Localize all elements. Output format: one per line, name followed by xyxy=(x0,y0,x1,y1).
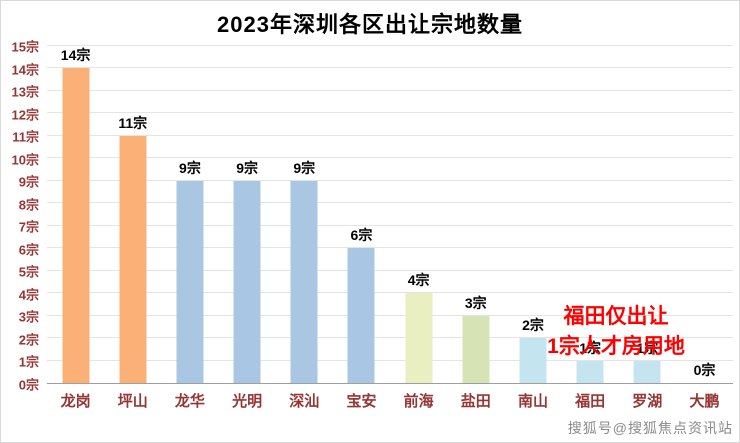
y-tick-label: 15宗 xyxy=(11,39,39,55)
y-axis: 0宗 1宗 2宗 3宗 4宗 5宗 6宗 7宗 8宗 9宗 10宗 11宗 12宗 13宗 14宗 15宗 xyxy=(1,40,43,393)
bar-福田 xyxy=(576,360,604,383)
y-tick-label: 8宗 xyxy=(18,197,39,213)
bars-container: 14宗 龙岗 11宗 坪山 9宗 龙华 9宗 光明 9宗 深汕 6宗 宝安 4宗 前海 3宗 盐田 2宗 南山 1宗… xyxy=(47,46,733,410)
chart-title: 2023年深圳各区出让宗地数量 xyxy=(217,12,523,37)
bar-slot-龙岗: 14宗龙岗 xyxy=(47,46,104,410)
category-label-盐田: 盐田 xyxy=(460,393,491,410)
category-label-龙华: 龙华 xyxy=(174,393,205,410)
y-tick-label: 6宗 xyxy=(18,242,39,258)
annotation-line2: 1宗人才房用地 xyxy=(547,335,685,359)
gridline xyxy=(47,67,733,69)
bar-宝安 xyxy=(347,248,375,383)
data-label-大鹏: 0宗 xyxy=(693,362,716,378)
annotation-line1: 福田仅出让 xyxy=(563,305,669,328)
category-label-南山: 南山 xyxy=(517,393,548,410)
bar-slot-光明: 9宗光明 xyxy=(219,46,276,410)
gridline xyxy=(47,112,733,114)
data-label-深汕: 9宗 xyxy=(293,159,316,176)
data-label-光明: 9宗 xyxy=(236,159,258,176)
bar-slot-南山: 2宗南山 xyxy=(504,46,561,410)
bar-龙岗 xyxy=(62,68,90,383)
gridline xyxy=(47,45,733,46)
category-label-龙岗: 龙岗 xyxy=(60,393,91,410)
y-tick-label: 7宗 xyxy=(18,219,39,235)
gridline xyxy=(47,157,733,159)
gridline xyxy=(47,292,733,294)
data-label-盐田: 3宗 xyxy=(464,294,487,311)
data-label-龙华: 9宗 xyxy=(179,159,201,176)
data-label-龙岗: 14宗 xyxy=(60,47,91,64)
y-tick-label: 5宗 xyxy=(18,264,39,280)
data-label-前海: 4宗 xyxy=(407,272,430,289)
bar-slot-龙华: 9宗龙华 xyxy=(161,46,218,410)
y-tick-label: 9宗 xyxy=(18,174,39,190)
gridline xyxy=(47,269,733,271)
bar-slot-宝安: 6宗宝安 xyxy=(333,46,390,410)
data-label-宝安: 6宗 xyxy=(350,227,373,244)
category-label-福田: 福田 xyxy=(575,393,606,410)
bar-slot-大鹏: 0宗大鹏 xyxy=(676,46,733,410)
y-tick-label: 11宗 xyxy=(12,129,39,145)
gridline xyxy=(47,202,733,204)
y-tick-label: 3宗 xyxy=(18,309,39,325)
y-tick-label: 13宗 xyxy=(11,84,39,100)
bar-深汕 xyxy=(290,180,318,383)
bar-罗湖 xyxy=(633,360,661,383)
category-label-大鹏: 大鹏 xyxy=(689,393,720,410)
y-tick-label: 1宗 xyxy=(18,354,39,370)
category-label-前海: 前海 xyxy=(403,393,434,410)
category-label-罗湖: 罗湖 xyxy=(632,393,663,410)
bar-坪山 xyxy=(119,135,147,383)
y-tick-label: 0宗 xyxy=(18,377,39,393)
bar-slot-深汕: 9宗深汕 xyxy=(276,46,333,410)
category-label-宝安: 宝安 xyxy=(346,393,377,410)
bar-盐田 xyxy=(462,315,490,383)
annotation-futian: 福田仅出让 1宗人才房用地 xyxy=(511,302,721,363)
data-label-福田: 1宗 xyxy=(579,339,602,356)
bar-南山 xyxy=(519,338,547,383)
gridline xyxy=(47,224,733,226)
bar-slot-前海: 4宗前海 xyxy=(390,46,447,410)
category-label-坪山: 坪山 xyxy=(117,393,148,410)
data-label-坪山: 11宗 xyxy=(118,114,148,131)
gridline xyxy=(47,89,733,91)
category-label-深汕: 深汕 xyxy=(289,393,320,410)
gridline xyxy=(47,179,733,181)
gridline xyxy=(47,359,733,361)
y-tick-label: 2宗 xyxy=(18,332,39,348)
bar-前海 xyxy=(405,293,433,383)
data-label-罗湖: 1宗 xyxy=(636,339,659,356)
y-tick-label: 10宗 xyxy=(11,152,39,168)
plot-area: 14宗 龙岗 11宗 坪山 9宗 龙华 9宗 光明 9宗 深汕 6宗 宝安 4宗 前海 3宗 盐田 2宗 南山 1宗… xyxy=(47,45,733,410)
bar-slot-福田: 1宗福田 xyxy=(562,46,619,410)
gridline xyxy=(47,337,733,339)
bar-slot-坪山: 11宗坪山 xyxy=(104,46,161,410)
bar-slot-罗湖: 1宗罗湖 xyxy=(619,46,676,410)
bar-光明 xyxy=(233,180,261,383)
bar-slot-盐田: 3宗盐田 xyxy=(447,46,504,410)
gridline xyxy=(47,134,733,136)
y-tick-label: 12宗 xyxy=(11,107,39,123)
gridline xyxy=(47,314,733,316)
bar-龙华 xyxy=(176,180,204,383)
category-label-光明: 光明 xyxy=(232,393,263,410)
watermark: 搜狐号@搜狐焦点资讯站 xyxy=(567,420,733,436)
y-tick-label: 14宗 xyxy=(11,62,39,78)
y-tick-label: 4宗 xyxy=(18,287,39,303)
gridline xyxy=(47,247,733,249)
data-label-南山: 2宗 xyxy=(522,317,544,334)
